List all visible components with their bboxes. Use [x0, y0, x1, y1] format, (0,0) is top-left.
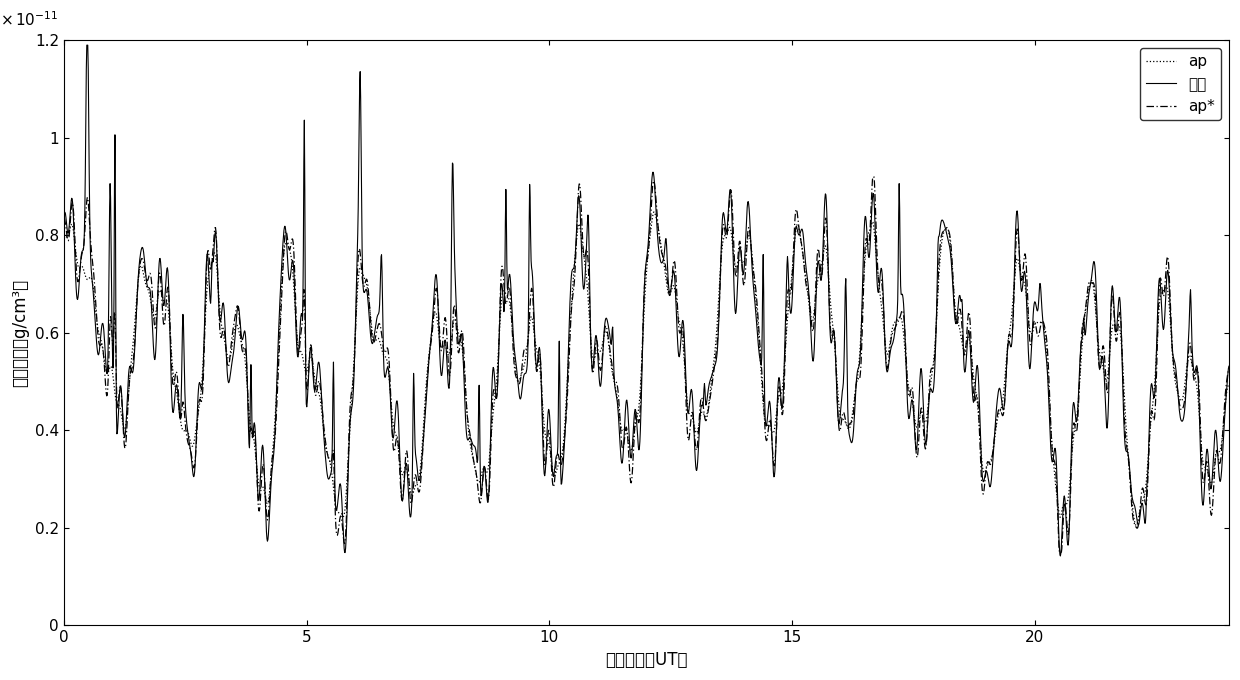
- Line: ap*: ap*: [64, 177, 1229, 552]
- ap*: [1221, 365, 1236, 373]
- 实测: [185, 462, 200, 471]
- ap: [88, 309, 103, 318]
- Legend: ap, 实测, ap*: ap, 实测, ap*: [1140, 48, 1221, 120]
- 实测: [1044, 450, 1059, 458]
- ap: [146, 313, 161, 322]
- ap: [217, 335, 232, 343]
- ap*: [146, 313, 161, 322]
- ap*: [88, 303, 103, 311]
- ap: [185, 441, 200, 449]
- ap*: [866, 173, 880, 181]
- 实测: [1221, 362, 1236, 371]
- ap*: [1044, 430, 1059, 438]
- ap: [1221, 381, 1236, 389]
- 实测: [57, 208, 72, 216]
- 实测: [89, 337, 104, 345]
- ap: [1044, 429, 1059, 437]
- ap: [646, 208, 661, 216]
- 实测: [79, 41, 94, 49]
- Line: ap: ap: [64, 212, 1229, 526]
- ap: [1128, 522, 1143, 530]
- ap*: [1052, 548, 1066, 556]
- ap*: [57, 214, 72, 222]
- 实测: [146, 354, 161, 362]
- ap*: [217, 326, 232, 334]
- 实测: [1053, 552, 1068, 560]
- Line: 实测: 实测: [64, 45, 1229, 556]
- 实测: [585, 361, 600, 369]
- 实测: [217, 315, 232, 323]
- Text: $\times\,10^{-11}$: $\times\,10^{-11}$: [0, 10, 58, 29]
- ap: [57, 230, 72, 238]
- ap*: [585, 369, 600, 377]
- ap: [585, 354, 600, 362]
- ap*: [185, 453, 200, 461]
- X-axis label: 时间（小时UT）: 时间（小时UT）: [605, 651, 688, 669]
- Y-axis label: 大气密度（g/cm³）: 大气密度（g/cm³）: [11, 279, 30, 387]
